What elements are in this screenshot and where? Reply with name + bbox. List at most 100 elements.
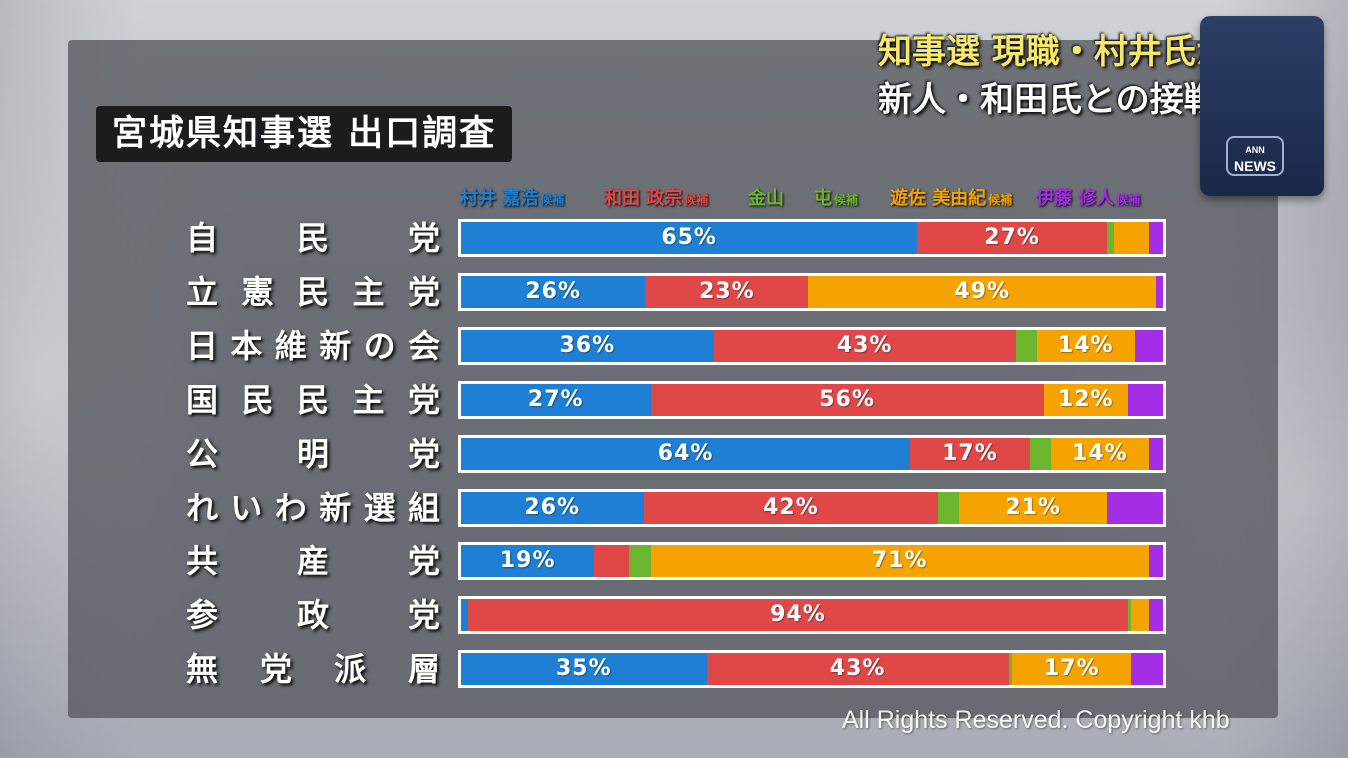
bar-segment	[1148, 599, 1163, 631]
bar-segment	[1106, 492, 1163, 524]
legend-item: 伊藤 修人 候補	[1036, 184, 1140, 214]
bar-segment	[643, 492, 939, 524]
bar-value-label: 94%	[770, 602, 826, 627]
row-label: 日本維新の会	[186, 327, 440, 365]
row-label: 無 党 派 層	[186, 650, 440, 688]
bar-segment	[959, 492, 1108, 524]
legend-candidate-name: 金山	[748, 188, 784, 209]
bar-segment	[808, 276, 1157, 308]
bar-value-label: 42%	[763, 495, 819, 520]
logo-news-text: NEWS	[1234, 158, 1276, 174]
legend-candidate-suffix: 候補	[540, 193, 565, 207]
row-label: 共 産 党	[186, 542, 440, 580]
bar-value-label: 65%	[661, 225, 717, 250]
bar-row: 64% 17% 14%	[458, 435, 1166, 473]
bar-segment	[1050, 438, 1150, 470]
bar-value-label: 71%	[871, 548, 928, 573]
bar-row: 26% 42% 21%	[458, 489, 1166, 527]
row-label: れいわ新選組	[186, 489, 440, 527]
row-label: 参 政 党	[186, 596, 440, 634]
bar-segment	[1113, 222, 1150, 254]
bar-segment	[713, 330, 1017, 362]
bar-segment	[461, 438, 911, 470]
bar-value-label: 49%	[954, 279, 1011, 304]
legend-candidate-name: 伊藤 修人	[1036, 188, 1115, 209]
bar-segment	[461, 384, 652, 416]
bar-segment	[629, 545, 652, 577]
bar-segment	[1131, 653, 1163, 685]
bar-value-label: 27%	[984, 225, 1040, 250]
bar-row: 27% 56% 12%	[458, 381, 1166, 419]
bar-value-label: 12%	[1057, 387, 1114, 412]
copyright-notice: All Rights Reserved. Copyright khb	[842, 706, 1230, 734]
bar-segment	[650, 545, 1150, 577]
bar-track: 27% 56% 12%	[461, 384, 1163, 416]
legend-item: 遊佐 美由紀 候補	[890, 184, 1012, 214]
bar-segment	[461, 653, 708, 685]
bar-value-label: 14%	[1057, 333, 1114, 358]
bar-segment	[468, 599, 1129, 631]
bar-segment	[645, 276, 809, 308]
bar-track: 19% 71%	[461, 545, 1163, 577]
row-label: 立憲民主党	[186, 273, 440, 311]
bar-segment	[1131, 599, 1150, 631]
bar-value-label: 43%	[829, 656, 886, 681]
legend-candidate-suffix: 候補	[988, 193, 1013, 207]
bar-value-label: 23%	[699, 279, 755, 304]
bar-row: 94%	[458, 596, 1166, 634]
legend-item: 金山	[748, 184, 784, 214]
bar-track: 94%	[461, 599, 1163, 631]
bar-track: 36% 43% 14%	[461, 330, 1163, 362]
legend-item: 村井 嘉浩 候補	[460, 184, 564, 214]
bar-row: 65% 27%	[458, 219, 1166, 257]
bar-segment	[917, 222, 1108, 254]
page-title: 宮城県知事選 出口調査	[96, 106, 513, 162]
news-logo-badge: ANN NEWS	[1226, 136, 1284, 176]
logo-ann-text: ANN	[1245, 145, 1265, 155]
bar-value-label: 26%	[525, 279, 582, 304]
bar-value-label: 17%	[942, 441, 998, 466]
row-label: 国民民主党	[186, 381, 440, 419]
bar-segment	[1148, 222, 1163, 254]
bar-segment	[1036, 330, 1136, 362]
legend-item: 屯候補	[814, 184, 858, 214]
bar-track: 64% 17% 14%	[461, 438, 1163, 470]
bar-value-label: 14%	[1071, 441, 1128, 466]
bar-track: 26% 42% 21%	[461, 492, 1163, 524]
bar-segment	[1127, 599, 1132, 631]
bar-value-label: 26%	[524, 495, 581, 520]
bar-value-label: 43%	[836, 333, 893, 358]
bar-segment	[461, 545, 595, 577]
bar-segment	[1127, 384, 1163, 416]
bar-segment	[1012, 653, 1132, 685]
bar-segment	[1043, 384, 1129, 416]
bar-segment	[938, 492, 960, 524]
bar-segment	[1148, 438, 1163, 470]
bar-segment	[650, 384, 1045, 416]
bar-segment	[1134, 330, 1163, 362]
bar-track: 65% 27%	[461, 222, 1163, 254]
bar-track: 35% 43% 17%	[461, 653, 1163, 685]
row-label: 自 民 党	[186, 219, 440, 257]
bar-row: 35% 43% 17%	[458, 650, 1166, 688]
bar-segment	[910, 438, 1031, 470]
bar-track: 26% 23% 49%	[461, 276, 1163, 308]
bar-value-label: 21%	[1005, 495, 1061, 520]
bar-value-label: 36%	[559, 333, 616, 358]
row-label: 公 明 党	[186, 435, 440, 473]
legend-candidate-name: 村井 嘉浩	[460, 188, 539, 209]
bar-segment	[1155, 276, 1163, 308]
legend-candidate-suffix: 候補	[834, 193, 859, 207]
bar-row: 19% 71%	[458, 542, 1166, 580]
ann-news-logo: ANN NEWS	[1200, 16, 1324, 196]
bar-segment	[461, 222, 918, 254]
bar-segment	[461, 492, 645, 524]
bar-segment	[1015, 330, 1038, 362]
bar-value-label: 35%	[556, 656, 612, 681]
bar-segment	[706, 653, 1010, 685]
legend-candidate-name: 屯	[814, 188, 832, 209]
bar-segment	[1148, 545, 1163, 577]
bar-segment	[594, 545, 630, 577]
bar-row: 26% 23% 49%	[458, 273, 1166, 311]
bar-segment	[1029, 438, 1052, 470]
